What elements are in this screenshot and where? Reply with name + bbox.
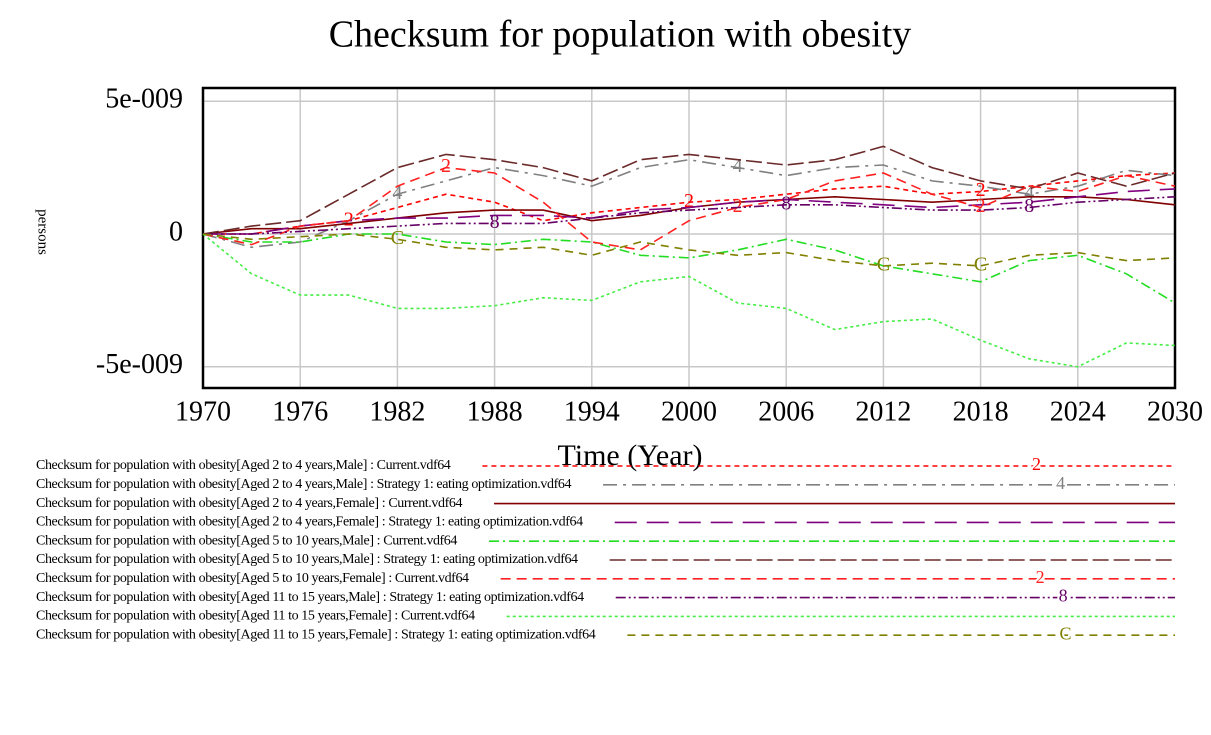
series-line (203, 188, 1176, 235)
x-tick-label: 1988 (467, 396, 523, 427)
series-marker: C (391, 227, 404, 249)
x-tick-label: 2006 (758, 396, 814, 427)
series-line (202, 145, 1176, 235)
legend-label: Checksum for population with obesity[Age… (36, 571, 469, 586)
legend-label: Checksum for population with obesity[Age… (36, 477, 571, 492)
series-marker: 8 (1024, 195, 1034, 217)
legend-label: Checksum for population with obesity[Age… (36, 458, 451, 473)
x-tick-label: 2030 (1147, 396, 1203, 427)
chart-title: Checksum for population with obesity (329, 14, 912, 56)
series-marker: 4 (392, 182, 402, 204)
x-tick-label: 1976 (272, 396, 328, 427)
series-marker: 4 (1024, 182, 1034, 204)
x-tick-label: 1970 (175, 396, 231, 427)
plot-frame (201, 86, 1177, 390)
series-line (203, 172, 1176, 235)
y-tick-label: 5e-009 (105, 84, 183, 115)
legend-marker: 2 (1032, 454, 1041, 474)
x-tick-label: 1994 (564, 396, 620, 427)
series-marker: 8 (490, 211, 500, 233)
series-marker: C (877, 253, 890, 275)
series-marker: 8 (781, 192, 791, 214)
legend-label: Checksum for population with obesity[Age… (36, 533, 457, 548)
y-tick-label: -5e-009 (96, 349, 183, 380)
legend-marker: 4 (1056, 473, 1065, 493)
x-tick-label: 2012 (855, 396, 911, 427)
x-tick-label: 2000 (661, 396, 717, 427)
x-tick-label: 2018 (953, 396, 1009, 427)
series-line (202, 233, 1176, 368)
series-marker: C (974, 253, 987, 275)
legend-label: Checksum for population with obesity[Age… (36, 552, 578, 567)
legend-label: Checksum for population with obesity[Age… (36, 515, 583, 530)
x-tick-label: 2024 (1050, 396, 1106, 427)
x-axis-label: Time (Year) (557, 439, 702, 472)
series-marker: 2 (976, 195, 986, 217)
series-marker: 2 (441, 155, 451, 177)
y-tick-label: 0 (169, 216, 183, 247)
series-marker: 2 (344, 208, 354, 230)
series-marker: 2 (976, 179, 986, 201)
legend-label: Checksum for population with obesity[Age… (36, 627, 596, 642)
legend-label: Checksum for population with obesity[Age… (36, 496, 462, 511)
legend-marker: 2 (1036, 567, 1045, 587)
series-line (203, 196, 1176, 235)
x-tick-label: 1982 (369, 396, 425, 427)
legend-marker: 8 (1059, 586, 1068, 606)
y-axis-label: persons (35, 209, 51, 255)
legend-label: Checksum for population with obesity[Age… (36, 609, 475, 624)
series-line (202, 233, 1176, 304)
series-marker: 2 (733, 195, 743, 217)
series-line (202, 166, 1176, 251)
series-marker: 2 (684, 190, 694, 212)
legend-marker: C (1059, 623, 1071, 643)
legend-label: Checksum for population with obesity[Age… (36, 590, 584, 605)
series-marker: 4 (733, 155, 743, 177)
series-line (202, 233, 1176, 267)
